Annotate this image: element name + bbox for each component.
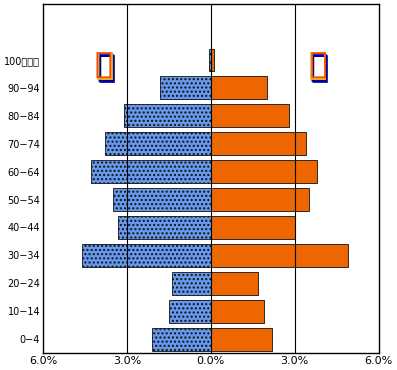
Bar xyxy=(211,328,272,350)
Bar xyxy=(211,272,258,295)
Bar xyxy=(124,104,211,127)
Text: 女: 女 xyxy=(308,51,326,80)
Bar xyxy=(211,216,295,239)
Text: 男: 男 xyxy=(98,54,116,83)
Bar xyxy=(211,48,214,71)
Text: 男: 男 xyxy=(96,53,115,82)
Text: 男: 男 xyxy=(95,51,114,80)
Bar xyxy=(169,300,211,323)
Bar xyxy=(118,216,211,239)
Text: 女: 女 xyxy=(310,54,328,83)
Text: 女: 女 xyxy=(309,51,327,79)
Bar xyxy=(113,188,211,211)
Bar xyxy=(211,300,264,323)
Bar xyxy=(211,244,348,267)
Bar xyxy=(104,132,211,155)
Bar xyxy=(211,188,309,211)
Bar xyxy=(82,244,211,267)
Bar xyxy=(211,160,317,183)
Bar xyxy=(211,77,267,99)
Bar xyxy=(160,77,211,99)
Bar xyxy=(211,132,306,155)
Bar xyxy=(210,48,211,71)
Bar xyxy=(211,104,289,127)
Text: 女: 女 xyxy=(308,51,326,80)
Bar xyxy=(91,160,211,183)
Bar xyxy=(172,272,211,295)
Text: 男: 男 xyxy=(95,51,112,79)
Text: 女: 女 xyxy=(309,53,328,82)
Bar xyxy=(152,328,211,350)
Text: 男: 男 xyxy=(95,51,114,80)
